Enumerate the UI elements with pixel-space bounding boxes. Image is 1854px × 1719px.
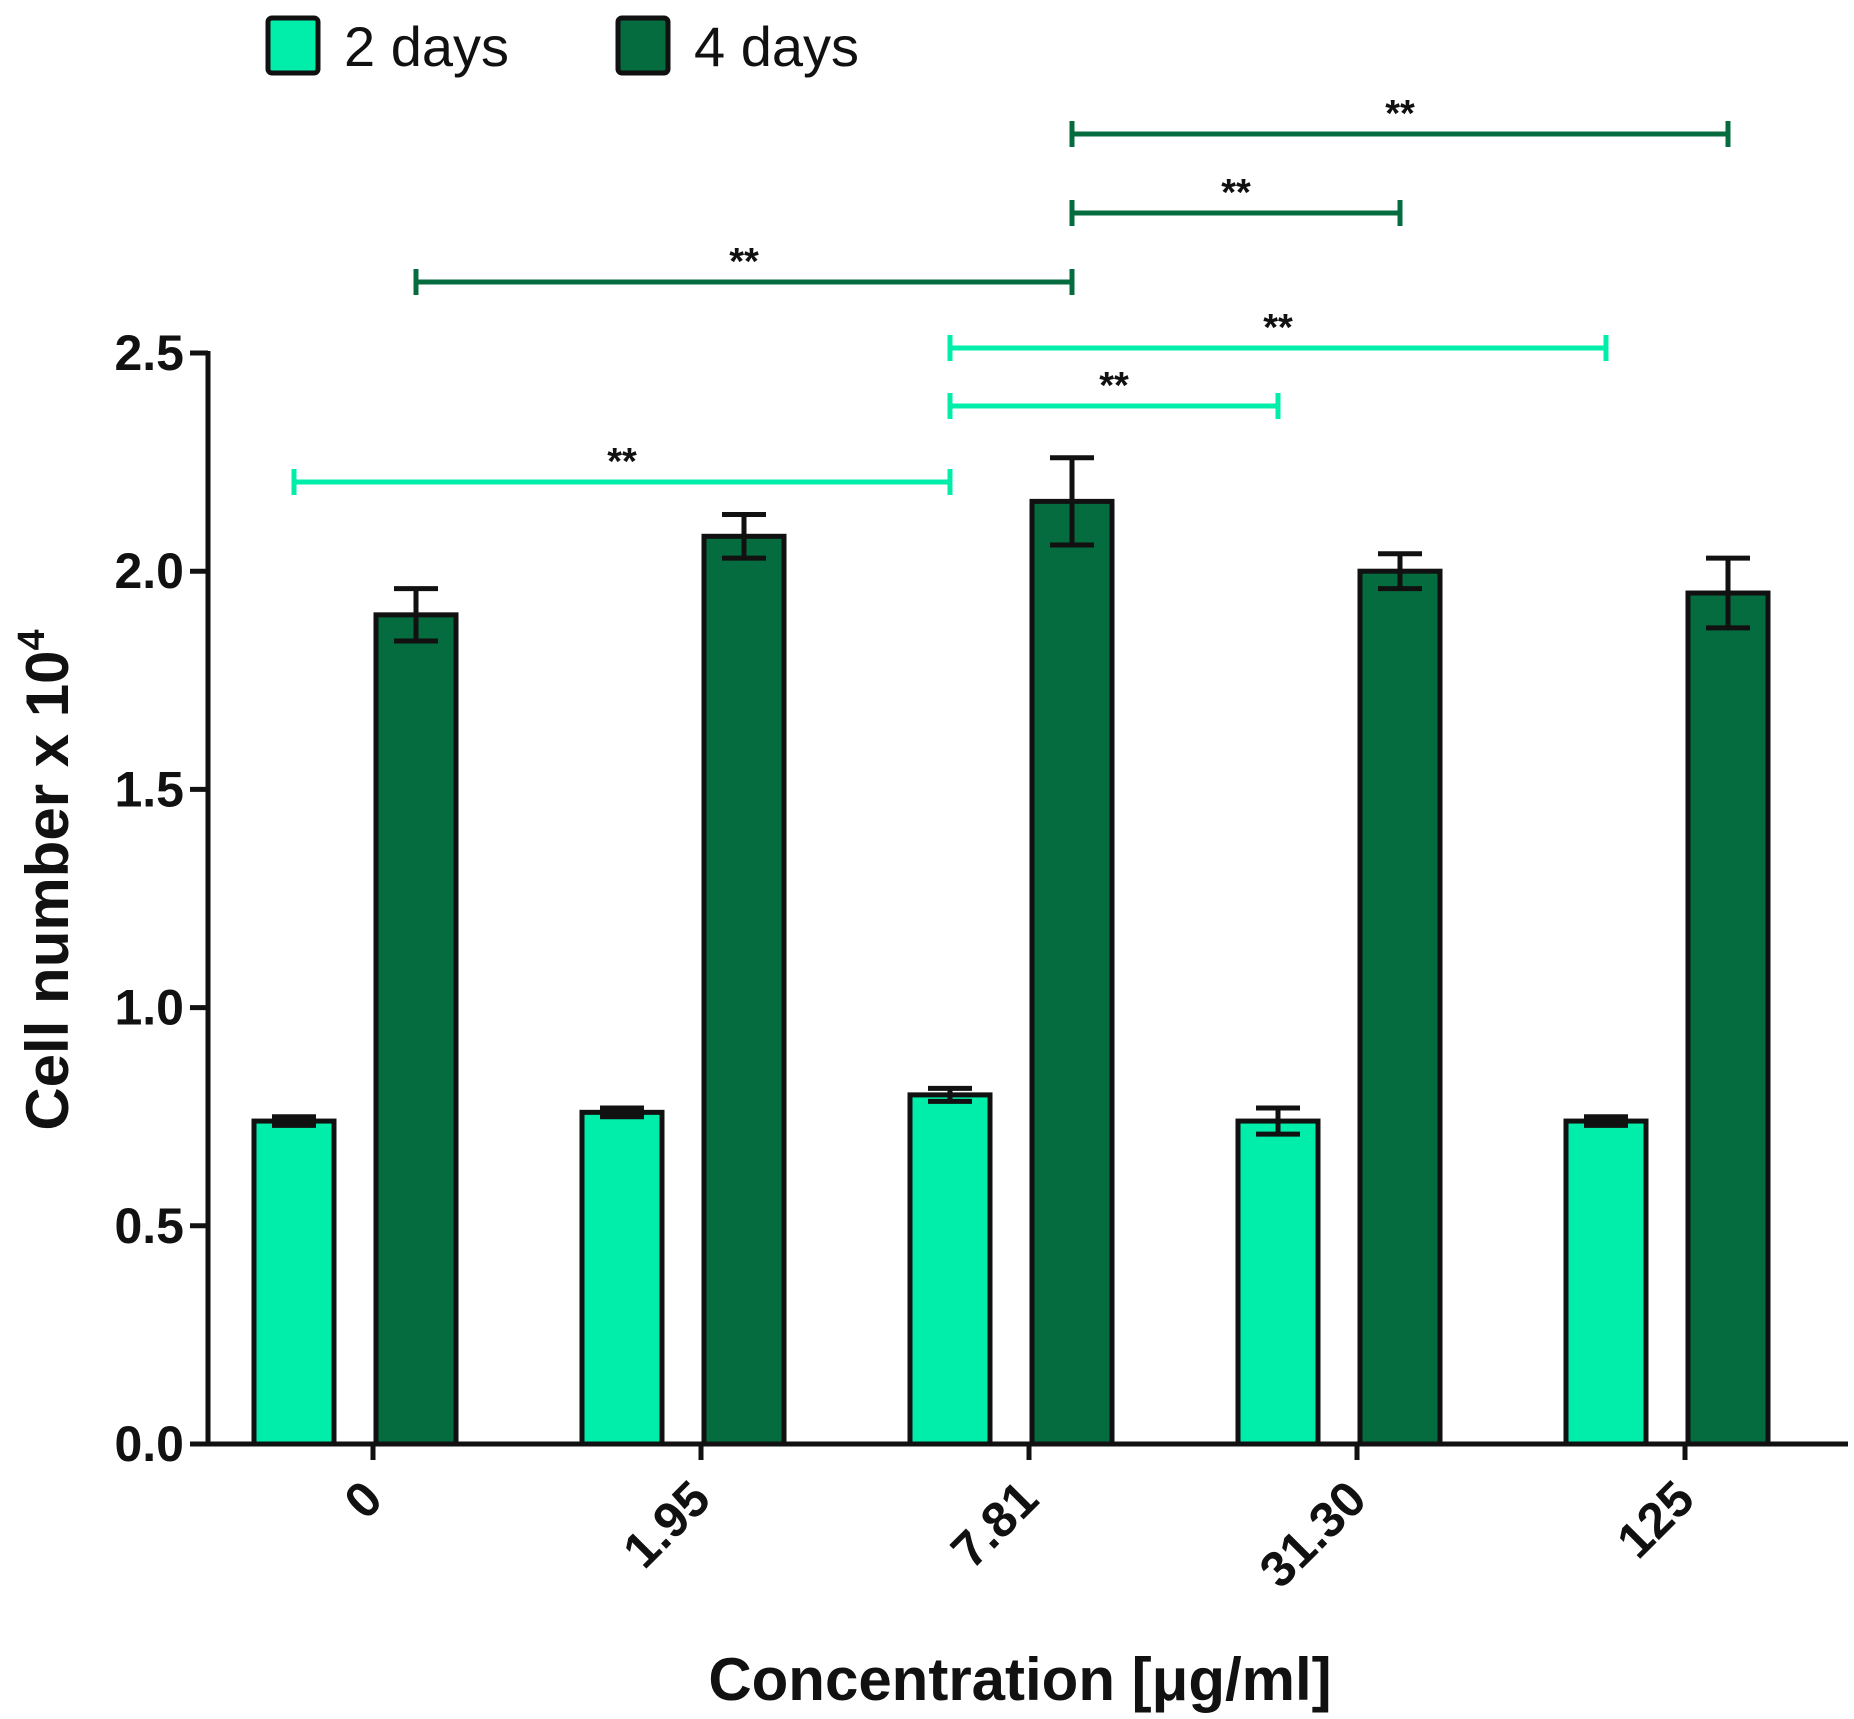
bar-4-days-1.95 — [701, 533, 787, 1447]
significance-4-days-0-7.81-label: ** — [729, 241, 759, 283]
significance-annotations: ** ** ** ** ** ** — [291, 93, 1731, 495]
bar-2-days-31.30 — [1235, 1118, 1321, 1447]
y-tick-label-0.0: 0.0 — [114, 1416, 184, 1472]
y-axis-title-superscript: 4 — [11, 629, 53, 650]
y-axis-title: Cell number x 104 — [11, 629, 81, 1130]
bar-4-days-31.30 — [1357, 568, 1443, 1447]
y-tick-label-2.5: 2.5 — [114, 325, 184, 381]
significance-2-days-7.81-31.30-label: ** — [1099, 365, 1129, 407]
plot-area — [251, 455, 1771, 1447]
y-tick-label-1.0: 1.0 — [114, 980, 184, 1036]
y-axis-title-main: Cell number x 10 — [14, 650, 81, 1130]
x-tick-label-0: 0 — [334, 1470, 393, 1529]
bar-4-days-125 — [1685, 590, 1771, 1447]
significance-2-days-7.81-125-label: ** — [1263, 307, 1293, 349]
legend-label-2-days: 2 days — [344, 15, 509, 78]
bar-4-days-7.81 — [1029, 498, 1115, 1447]
bar-2-days-7.81 — [907, 1092, 993, 1447]
legend-swatch-4-days — [615, 15, 671, 76]
bar-2-days-125 — [1563, 1118, 1649, 1447]
x-tick-label-125: 125 — [1606, 1470, 1705, 1569]
x-tick-label-7.81: 7.81 — [940, 1470, 1048, 1578]
bar-2-days-1.95 — [579, 1109, 665, 1447]
bar-4-days-0 — [373, 612, 459, 1447]
significance-2-days-0-7.81-label: ** — [607, 441, 637, 483]
y-tick-label-0.5: 0.5 — [114, 1198, 184, 1254]
y-tick-label-2.0: 2.0 — [114, 543, 184, 599]
significance-4-days-7.81-31.30-label: ** — [1221, 172, 1251, 214]
bar-2-days-0 — [251, 1118, 337, 1447]
significance-4-days-7.81-125-label: ** — [1385, 93, 1415, 135]
legend: 2 days 4 days — [265, 15, 859, 78]
legend-label-4-days: 4 days — [694, 15, 859, 78]
legend-swatch-2-days — [265, 15, 321, 76]
x-tick-label-1.95: 1.95 — [612, 1470, 720, 1578]
x-axis-title: Concentration [μg/ml] — [708, 1646, 1331, 1713]
y-tick-label-1.5: 1.5 — [114, 761, 184, 817]
x-tick-label-31.30: 31.30 — [1249, 1470, 1377, 1598]
